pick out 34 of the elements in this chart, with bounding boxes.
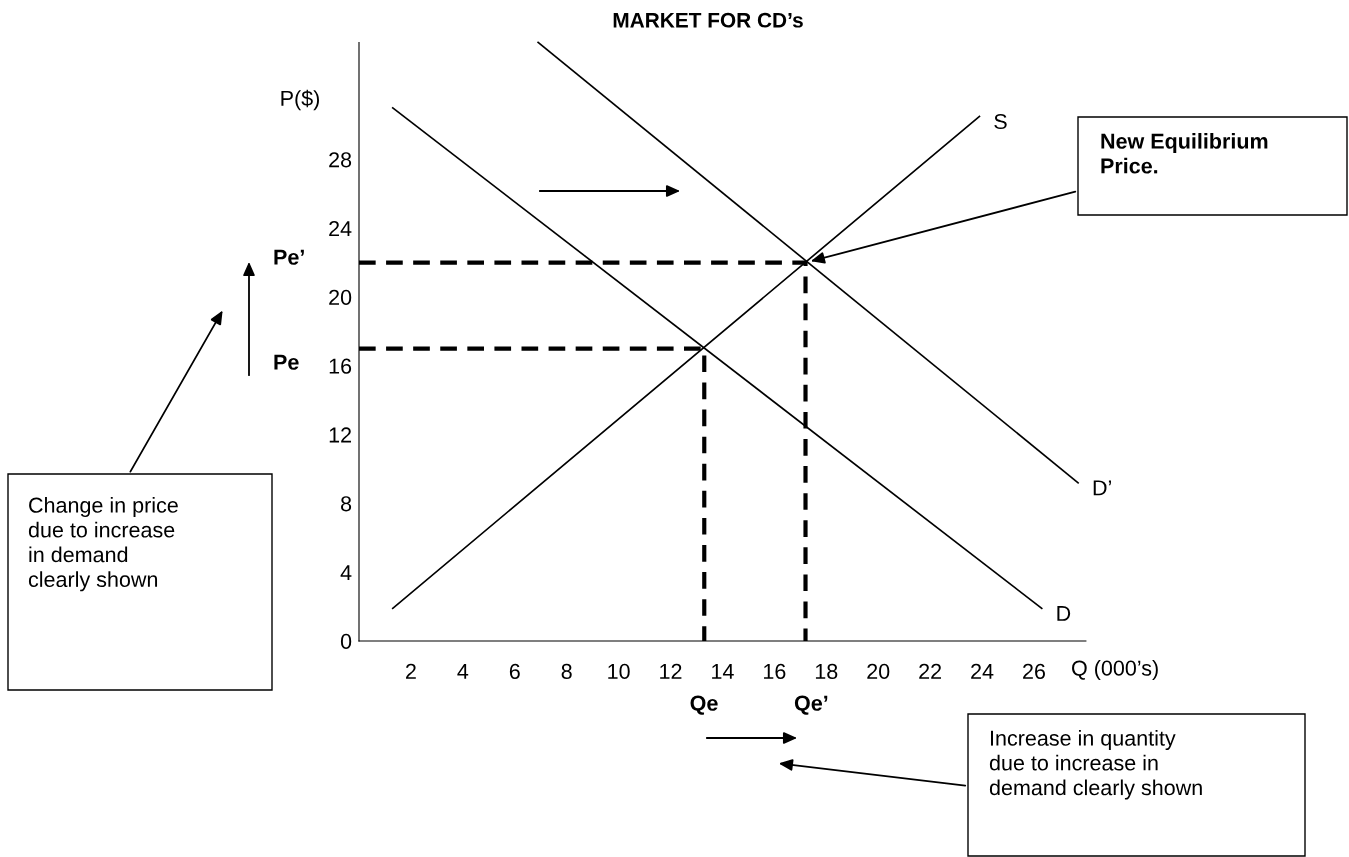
x-tick-label: 16 <box>764 663 786 680</box>
y-tick-label: 20 <box>329 289 352 306</box>
text: Increase in quantity due to increase in demand clearly shown <box>989 730 1202 800</box>
series-label: D’ <box>1093 480 1111 496</box>
y-tick-label: 24 <box>329 220 352 236</box>
x-tick-label: 24 <box>971 663 994 679</box>
y-tick-label: 0 <box>340 633 352 650</box>
x-tick-label: 8 <box>561 663 572 680</box>
y-tick-label: 16 <box>329 358 352 374</box>
x-tick-label: 4 <box>457 664 469 679</box>
y-axis-title: P($) <box>281 89 319 111</box>
series-label: D <box>1057 606 1071 621</box>
x-tick-label: 12 <box>660 663 682 679</box>
y-tick-label: 28 <box>329 152 352 168</box>
text: Qe <box>690 695 718 715</box>
x-tick-label: 22 <box>919 663 942 679</box>
x-axis-title: Q (000’s) <box>1072 659 1158 681</box>
text: Pe’ <box>274 249 304 265</box>
x-tick-label: 14 <box>712 664 734 679</box>
x-tick-label: 2 <box>406 663 416 679</box>
y-tick-label: 4 <box>340 565 352 580</box>
text: Pe <box>274 354 299 370</box>
x-tick-label: 6 <box>509 663 520 680</box>
y-tick-label: 12 <box>329 427 351 443</box>
chart-title: MARKET FOR CD’s <box>613 12 803 28</box>
y-tick-label: 8 <box>341 496 352 512</box>
text: Change in price due to increase in demand clearly shown <box>28 497 178 592</box>
x-tick-label: 10 <box>608 663 630 680</box>
x-tick-label: 20 <box>867 663 890 680</box>
text: Qe’ <box>794 695 828 715</box>
text: New Equilibrium Price. <box>1101 133 1268 174</box>
x-tick-label: 18 <box>815 663 838 680</box>
series-label: S <box>994 113 1007 130</box>
x-tick-label: 26 <box>1023 663 1045 680</box>
